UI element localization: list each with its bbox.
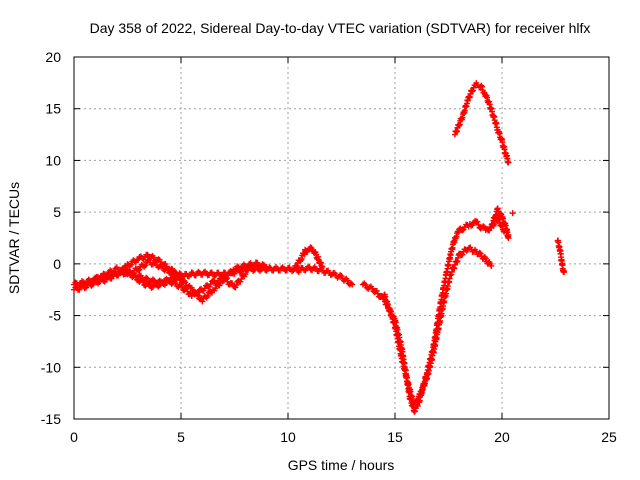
data-point — [469, 87, 476, 94]
data-point — [459, 251, 466, 258]
data-point — [238, 276, 245, 283]
x-tick-label: 0 — [70, 429, 78, 445]
data-point — [201, 285, 208, 292]
data-point — [505, 235, 512, 241]
data-point — [179, 283, 186, 290]
data-point — [178, 271, 184, 278]
data-point — [135, 267, 142, 274]
data-point — [150, 254, 157, 261]
data-point — [134, 257, 141, 264]
data-point — [294, 263, 301, 270]
y-tick-label: 5 — [53, 204, 61, 220]
data-point — [212, 285, 219, 292]
data-point — [128, 261, 135, 268]
data-point — [142, 262, 149, 269]
data-point — [474, 218, 481, 225]
data-point — [349, 281, 356, 288]
y-tick-label: 20 — [45, 49, 61, 65]
y-tick-label: 10 — [45, 152, 61, 168]
y-tick-label: -5 — [49, 308, 62, 324]
data-point — [497, 210, 504, 217]
data-point — [494, 205, 501, 212]
data-point — [293, 263, 300, 270]
data-point — [132, 273, 139, 280]
plot-frame — [73, 56, 610, 420]
axis-ticks: 0 5 10 15 20 25 20 15 10 5 0 -5 -10 -15 — [41, 49, 617, 445]
data-point — [263, 263, 270, 270]
data-point — [477, 250, 484, 257]
data-point — [136, 266, 143, 273]
x-tick-label: 20 — [494, 429, 510, 445]
data-point — [374, 290, 381, 297]
data-point — [242, 271, 249, 278]
data-point — [480, 223, 487, 230]
data-point — [479, 83, 486, 90]
y-tick-label: -15 — [41, 411, 61, 427]
data-point — [459, 227, 466, 234]
data-points — [71, 80, 568, 415]
x-tick-label: 10 — [280, 429, 296, 445]
data-point — [482, 255, 489, 262]
data-point — [228, 270, 235, 277]
data-point — [308, 245, 315, 252]
data-point — [157, 261, 164, 268]
data-point — [307, 244, 314, 251]
grid — [74, 57, 609, 419]
data-point — [338, 273, 345, 280]
data-point — [453, 233, 460, 240]
data-point — [199, 298, 206, 305]
data-point — [344, 277, 351, 284]
data-point — [478, 82, 485, 89]
data-point — [509, 210, 516, 217]
data-point — [164, 266, 171, 273]
data-point — [204, 292, 211, 299]
data-point — [319, 263, 326, 270]
data-point — [114, 272, 121, 279]
chart-title: Day 358 of 2022, Sidereal Day-to-day VTE… — [90, 20, 591, 36]
y-axis-label: SDTVAR / TECUs — [6, 182, 22, 294]
data-point — [182, 279, 189, 286]
data-point — [488, 262, 495, 269]
y-tick-label: 0 — [53, 256, 61, 272]
x-axis-label: GPS time / hours — [288, 457, 395, 473]
data-point — [505, 159, 512, 166]
x-tick-label: 5 — [177, 429, 185, 445]
x-tick-label: 15 — [387, 429, 403, 445]
data-point — [139, 279, 146, 286]
data-point — [348, 280, 355, 287]
y-tick-label: -10 — [41, 359, 61, 375]
data-point — [229, 280, 236, 287]
y-tick-label: 15 — [45, 101, 61, 117]
data-point — [298, 255, 305, 262]
data-point — [158, 263, 165, 270]
data-point — [476, 249, 483, 256]
data-point — [561, 269, 568, 276]
x-tick-label: 25 — [601, 429, 617, 445]
data-point — [233, 282, 240, 289]
